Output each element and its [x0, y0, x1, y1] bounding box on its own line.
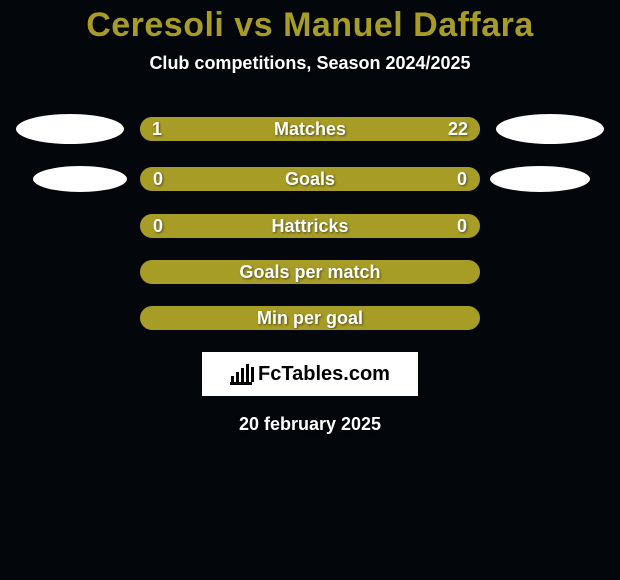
footer-date: 20 february 2025: [0, 414, 620, 435]
stat-bar: 122Matches: [140, 117, 480, 141]
bar-chart-icon-bar: [236, 372, 239, 382]
page-title: Ceresoli vs Manuel Daffara: [0, 0, 620, 45]
avatar-slot-left: [0, 166, 140, 192]
player-avatar-right: [496, 114, 604, 144]
avatar-slot-right: [480, 166, 620, 192]
bar-chart-icon-bar: [246, 364, 249, 382]
comparison-row: 00Hattricks: [0, 214, 620, 238]
bar-chart-icon-bar: [231, 376, 234, 382]
comparison-row: Goals per match: [0, 260, 620, 284]
bar-chart-icon-bar: [241, 368, 244, 382]
stat-bar: 00Hattricks: [140, 214, 480, 238]
comparison-rows: 122Matches 00Goals 00Hattricks Goals per ma…: [0, 114, 620, 330]
stat-label: Matches: [140, 119, 480, 140]
footer-logo: FcTables.com: [202, 352, 418, 396]
bar-chart-icon: [230, 363, 252, 385]
stat-label: Hattricks: [141, 216, 479, 237]
stat-label: Min per goal: [141, 308, 479, 329]
player-avatar-right: [490, 166, 590, 192]
avatar-slot-left: [0, 114, 140, 144]
bar-chart-icon-bar: [251, 367, 254, 382]
stat-label: Goals: [141, 169, 479, 190]
stat-bar: Goals per match: [140, 260, 480, 284]
comparison-row: 00Goals: [0, 166, 620, 192]
page-subtitle: Club competitions, Season 2024/2025: [0, 53, 620, 74]
footer-logo-text: FcTables.com: [258, 363, 390, 386]
comparison-row: Min per goal: [0, 306, 620, 330]
player-avatar-left: [33, 166, 127, 192]
player-avatar-left: [16, 114, 124, 144]
stat-bar: 00Goals: [140, 167, 480, 191]
avatar-slot-right: [480, 114, 620, 144]
stat-bar: Min per goal: [140, 306, 480, 330]
comparison-row: 122Matches: [0, 114, 620, 144]
stat-label: Goals per match: [141, 262, 479, 283]
